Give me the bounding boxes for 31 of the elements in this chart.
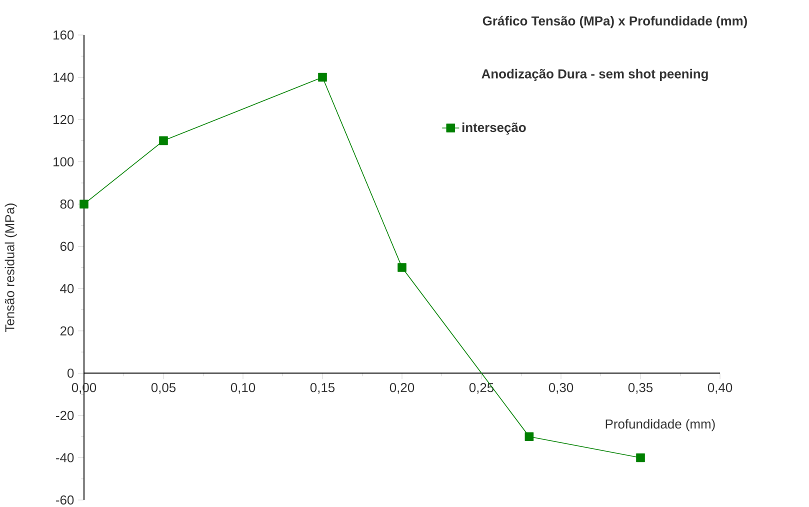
y-tick-label: 60 — [60, 242, 74, 251]
y-tick-label: 120 — [54, 114, 74, 124]
point — [524, 432, 534, 441]
x-tick-label: 0,25 — [469, 382, 494, 394]
text: Anodização Dura - sem shot peening — [482, 68, 708, 82]
y-tick-label: 80 — [60, 200, 74, 209]
chart-title: Gráfico Tensão (MPa) x Profundidade (mm) — [482, 16, 747, 28]
x-tick-label: 0,35 — [628, 382, 653, 394]
y-tick-label: 0 — [67, 368, 74, 378]
point — [80, 200, 88, 208]
legend-label: interseção — [462, 122, 526, 135]
y-tick-label: 40 — [60, 284, 74, 294]
y-tick-label: -40 — [56, 453, 74, 462]
point — [159, 136, 168, 146]
y-tick-label: 140 — [54, 72, 74, 82]
x-tick-label: 0,10 — [230, 382, 256, 394]
point — [636, 453, 645, 462]
point — [398, 263, 406, 272]
y-tick-label: 100 — [54, 157, 74, 166]
x-tick-label: 0,15 — [310, 382, 335, 394]
x-axis-title: Profundidade (mm) — [606, 419, 715, 432]
y-tick-label: 160 — [54, 30, 74, 40]
x-tick-label: 0,05 — [151, 382, 176, 394]
point — [318, 72, 327, 82]
y-tick-label: -60 — [56, 495, 74, 505]
y-axis-title: Tensão residual (MPa) — [4, 204, 17, 332]
y-tick-label: 20 — [60, 326, 74, 336]
x-tick-label: 0,30 — [548, 382, 574, 394]
x-tick-label: 0,20 — [390, 382, 414, 394]
y-tick-label: -20 — [56, 410, 74, 420]
x-tick-label: 0,40 — [708, 382, 732, 394]
